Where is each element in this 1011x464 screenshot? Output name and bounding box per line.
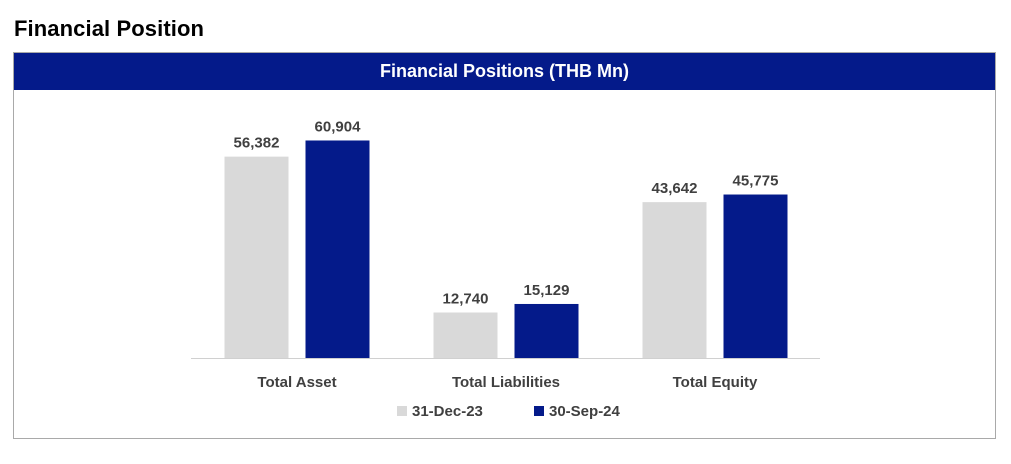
data-label: 45,775 bbox=[733, 173, 779, 190]
x-tick-label: Total Liabilities bbox=[452, 374, 560, 391]
bar-total-liabilities-31-dec-23 bbox=[433, 312, 498, 358]
legend-label: 31-Dec-23 bbox=[412, 403, 483, 420]
x-tick-label: Total Asset bbox=[257, 374, 336, 391]
data-label: 12,740 bbox=[443, 291, 489, 308]
chart-panel: Financial Positions (THB Mn) 56,382 60,90… bbox=[13, 52, 996, 439]
bar-total-liabilities-30-sep-24 bbox=[514, 303, 579, 358]
data-label: 15,129 bbox=[524, 282, 570, 299]
data-label: 60,904 bbox=[315, 118, 362, 135]
bar-chart: 56,382 60,904 Total Asset 12,740 15,129 Total… bbox=[191, 118, 820, 420]
bar-total-equity-31-dec-23 bbox=[642, 202, 707, 358]
data-label: 56,382 bbox=[234, 135, 280, 152]
legend-swatch-31-dec-23 bbox=[397, 406, 407, 416]
page-title: Financial Position bbox=[14, 16, 205, 41]
bar-total-asset-30-sep-24 bbox=[305, 140, 370, 358]
x-tick-label: Total Equity bbox=[673, 374, 758, 391]
legend-swatch-30-sep-24 bbox=[534, 406, 544, 416]
bar-total-asset-31-dec-23 bbox=[224, 156, 289, 358]
data-label: 43,642 bbox=[652, 180, 698, 197]
bar-total-equity-30-sep-24 bbox=[723, 194, 788, 358]
legend-label: 30-Sep-24 bbox=[549, 403, 621, 420]
chart-title: Financial Positions (THB Mn) bbox=[14, 53, 995, 90]
